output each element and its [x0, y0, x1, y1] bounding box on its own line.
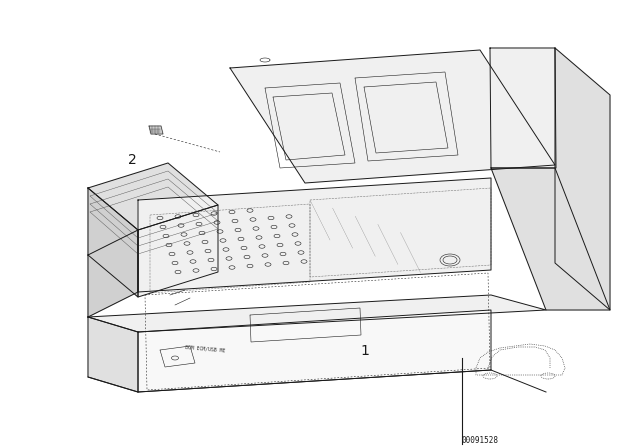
Text: 2: 2 [128, 153, 137, 167]
Polygon shape [88, 317, 138, 392]
Polygon shape [88, 295, 546, 332]
Text: 1: 1 [360, 344, 369, 358]
Polygon shape [491, 168, 610, 310]
Text: BCM ECM/USB ME: BCM ECM/USB ME [185, 345, 225, 353]
Polygon shape [138, 205, 218, 297]
Polygon shape [230, 50, 555, 183]
Text: 00091528: 00091528 [462, 436, 499, 445]
Polygon shape [138, 178, 491, 292]
Polygon shape [555, 48, 610, 310]
Polygon shape [88, 188, 138, 297]
Polygon shape [138, 310, 491, 392]
Polygon shape [88, 163, 218, 230]
Polygon shape [149, 126, 163, 134]
Polygon shape [490, 48, 556, 168]
Polygon shape [88, 230, 138, 317]
